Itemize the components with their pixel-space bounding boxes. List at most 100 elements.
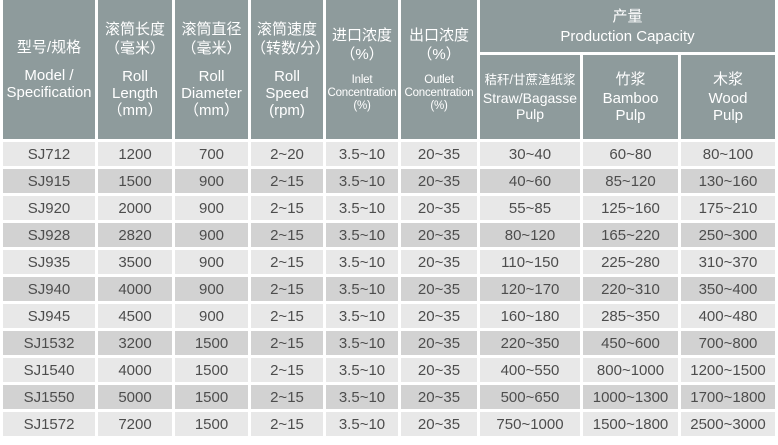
value-cell: 3.5~10 [326,169,398,193]
value-cell: 250~300 [681,223,775,247]
header-roll-speed: 滚筒速度 （转数/分） Roll Speed (rpm) [251,0,323,139]
value-cell: 30~40 [480,142,580,166]
header-wood-zh: 木浆 [712,70,743,88]
value-cell: 2~15 [251,358,323,382]
header-inlet-zh: 进口浓度 （%） [331,26,392,64]
model-cell: SJ1532 [3,331,95,355]
model-cell: SJ935 [3,250,95,274]
value-cell: 3500 [98,250,172,274]
value-cell: 900 [175,250,248,274]
value-cell: 3.5~10 [326,142,398,166]
header-roll-diameter-zh: 滚筒直径 （毫米） [181,20,242,58]
header-outlet-zh: 出口浓度 （%） [408,26,469,64]
value-cell: 800~1000 [583,358,678,382]
value-cell: 4000 [98,358,172,382]
value-cell: 3200 [98,331,172,355]
value-cell: 310~370 [681,250,775,274]
value-cell: 900 [175,223,248,247]
value-cell: 2~15 [251,277,323,301]
model-cell: SJ1572 [3,412,95,436]
value-cell: 85~120 [583,169,678,193]
value-cell: 60~80 [583,142,678,166]
value-cell: 20~35 [401,223,477,247]
value-cell: 1200~1500 [681,358,775,382]
header-inlet-concentration: 进口浓度 （%） Inlet Concentration (%) [326,0,398,139]
value-cell: 5000 [98,385,172,409]
value-cell: 2~20 [251,142,323,166]
value-cell: 20~35 [401,358,477,382]
value-cell: 3.5~10 [326,385,398,409]
value-cell: 20~35 [401,304,477,328]
value-cell: 2~15 [251,169,323,193]
table-row: SJ915 1500 900 2~15 3.5~10 20~35 40~60 85~120 13… [3,169,775,193]
value-cell: 125~160 [583,196,678,220]
table-row: SJ935 3500 900 2~15 3.5~10 20~35 110~150 225~28… [3,250,775,274]
value-cell: 3.5~10 [326,358,398,382]
model-cell: SJ1540 [3,358,95,382]
value-cell: 2~15 [251,223,323,247]
value-cell: 700~800 [681,331,775,355]
value-cell: 900 [175,196,248,220]
value-cell: 2~15 [251,250,323,274]
header-production-capacity-group: 产量 Production Capacity [480,0,775,52]
value-cell: 1500~1800 [583,412,678,436]
value-cell: 2820 [98,223,172,247]
value-cell: 20~35 [401,196,477,220]
model-cell: SJ712 [3,142,95,166]
value-cell: 20~35 [401,331,477,355]
header-outlet-concentration: 出口浓度 （%） Outlet Concentration (%) [401,0,477,139]
header-capacity-en: Production Capacity [560,28,695,46]
value-cell: 2~15 [251,196,323,220]
value-cell: 700 [175,142,248,166]
value-cell: 1700~1800 [681,385,775,409]
value-cell: 130~160 [681,169,775,193]
table-row: SJ712 1200 700 2~20 3.5~10 20~35 30~40 60~80 80~… [3,142,775,166]
header-straw-zh: 秸秆/甘蔗渣纸浆 [484,73,576,88]
value-cell: 1500 [175,331,248,355]
header-outlet-en: Outlet Concentration (%) [404,73,474,113]
value-cell: 400~550 [480,358,580,382]
header-bamboo-zh: 竹浆 [615,70,646,88]
header-inlet-en: Inlet Concentration (%) [327,73,397,113]
value-cell: 1500 [175,385,248,409]
table-row: SJ1550 5000 1500 2~15 3.5~10 20~35 500~650 1000… [3,385,775,409]
model-cell: SJ915 [3,169,95,193]
value-cell: 3.5~10 [326,196,398,220]
header-model-en: Model / Specification [6,66,92,101]
value-cell: 4000 [98,277,172,301]
model-cell: SJ920 [3,196,95,220]
value-cell: 4500 [98,304,172,328]
header-roll-speed-zh: 滚筒速度 （转数/分） [251,20,323,58]
value-cell: 2~15 [251,304,323,328]
value-cell: 1000~1300 [583,385,678,409]
header-straw-bagasse-pulp: 秸秆/甘蔗渣纸浆 Straw/Bagasse Pulp [480,55,580,139]
table-body: SJ712 1200 700 2~20 3.5~10 20~35 30~40 60~80 80~… [3,142,775,436]
header-bamboo-pulp: 竹浆 Bamboo Pulp [583,55,678,139]
header-row-top: 型号/规格 Model / Specification 滚筒长度 （毫米） Ro… [3,0,775,139]
header-model-specification: 型号/规格 Model / Specification [3,0,95,139]
value-cell: 20~35 [401,385,477,409]
header-roll-diameter-en: Roll Diameter （mm） [181,67,242,120]
value-cell: 400~480 [681,304,775,328]
value-cell: 20~35 [401,169,477,193]
value-cell: 220~350 [480,331,580,355]
header-row-sub: 秸秆/甘蔗渣纸浆 Straw/Bagasse Pulp 竹浆 Bamboo Pu… [3,55,775,139]
value-cell: 2~15 [251,331,323,355]
value-cell: 1500 [175,358,248,382]
header-capacity-zh: 产量 [612,7,643,25]
value-cell: 2500~3000 [681,412,775,436]
value-cell: 20~35 [401,412,477,436]
header-roll-speed-en: Roll Speed (rpm) [265,67,309,120]
value-cell: 2000 [98,196,172,220]
value-cell: 3.5~10 [326,277,398,301]
value-cell: 3.5~10 [326,412,398,436]
value-cell: 2~15 [251,385,323,409]
value-cell: 900 [175,304,248,328]
value-cell: 500~650 [480,385,580,409]
value-cell: 220~310 [583,277,678,301]
value-cell: 160~180 [480,304,580,328]
table-row: SJ945 4500 900 2~15 3.5~10 20~35 160~180 285~35… [3,304,775,328]
value-cell: 750~1000 [480,412,580,436]
model-cell: SJ945 [3,304,95,328]
